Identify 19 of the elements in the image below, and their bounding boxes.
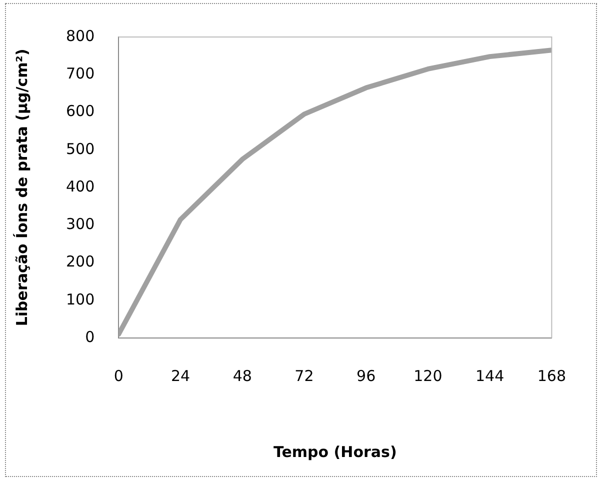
y-tick-label: 400 [66,177,95,196]
x-tick-label: 24 [170,366,190,385]
x-tick-label: 48 [232,366,252,385]
y-tick-label: 600 [66,102,95,120]
x-tick-label: 168 [537,366,566,385]
y-tick-label: 300 [66,215,95,234]
y-tick-label: 500 [66,140,95,158]
x-tick-label: 144 [476,366,504,385]
x-tick-label: 72 [294,366,314,385]
y-tick-label: 700 [66,64,95,83]
x-tick-label: 96 [356,366,376,385]
y-tick-label: 200 [66,252,95,271]
y-tick-label: 800 [66,26,95,45]
y-axis-title: Liberação Íons de prata (µg/cm²) [12,48,31,326]
y-tick-label: 100 [66,290,95,308]
y-tick-label: 0 [85,328,95,346]
x-tick-label: 0 [114,366,124,385]
x-axis-title: Tempo (Horas) [273,442,397,461]
x-tick-label: 120 [414,366,442,385]
